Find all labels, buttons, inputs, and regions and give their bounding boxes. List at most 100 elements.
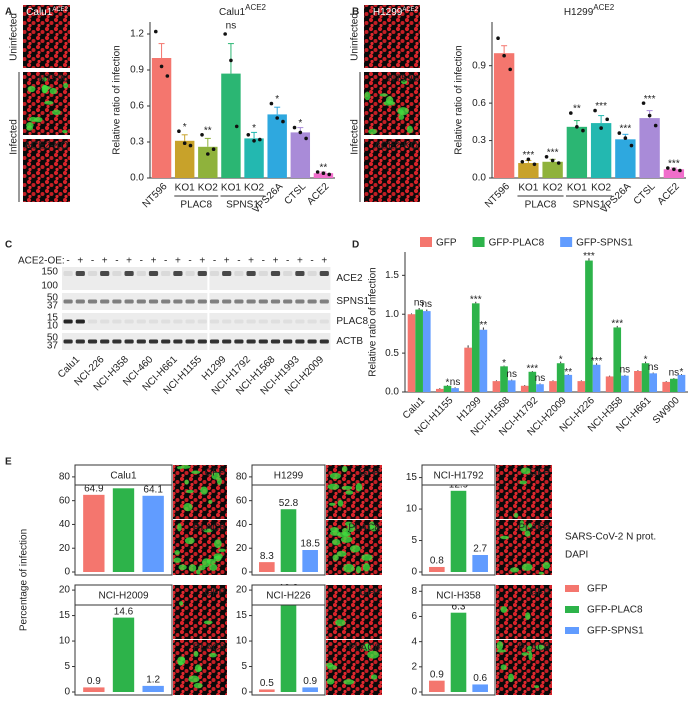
band [136,271,146,276]
y-axis-label: Relative ratio of infection [454,45,465,155]
infected-cell [63,82,69,89]
image-label: GFP [529,588,550,599]
value-label: 2.7 [473,544,487,555]
image-label: PLAC8 [518,523,550,534]
sign: + [77,256,83,267]
value-label: 0.9 [303,676,317,687]
y-tick-label: 60 [59,495,71,506]
significance: * [183,122,187,133]
band [185,319,195,324]
data-point [159,64,164,69]
stain-label: DAPI [565,550,588,561]
band [234,339,244,344]
band [283,271,293,276]
x-tick-label: KO2 [591,183,611,194]
infected-cell [406,125,413,134]
protein-label: SPNS1 [336,296,369,307]
data-point [496,36,500,41]
image-label: GFP [529,468,550,479]
band [283,299,293,304]
band [209,299,220,304]
significance: * [502,358,506,369]
blot-header: ACE2-OE: [18,256,65,267]
band [148,299,159,304]
bar [415,309,423,392]
x-tick-label: KO2 [543,183,563,194]
bar [677,374,686,392]
bar [302,687,318,692]
data-point [188,143,193,148]
data-point [520,159,525,164]
condition-label: Uninfected [9,13,20,61]
bar [450,490,467,572]
data-point [508,67,512,72]
band [75,339,85,344]
infected-cell [520,467,532,475]
y-tick-label: 5 [411,535,417,546]
infected-cell [51,109,61,116]
chart-title: NCI-H358 [436,591,481,602]
legend-label: GFP-PLAC8 [587,605,643,616]
infected-cell [198,565,206,571]
data-point [653,123,658,128]
bar [464,347,472,392]
sign: - [164,256,167,267]
band [136,299,146,304]
infected-cell [534,685,540,689]
bar [493,53,515,179]
y-tick-label: 5 [64,661,70,672]
bar [641,363,650,392]
y-tick-label: 10 [406,504,418,515]
sign: - [140,256,143,267]
data-point [211,147,216,151]
bar [613,327,622,392]
legend-swatch [420,237,432,247]
value-label: 14.6 [114,606,134,617]
band [246,339,256,344]
image-label: ACE2-KO [374,141,418,152]
infected-cell [355,565,362,574]
infected-cell [508,673,514,683]
image-label: H1299ACE2 [373,7,419,18]
bar [472,555,488,572]
infected-cell [188,675,200,683]
infected-cell [174,550,180,555]
infected-cell [188,564,197,572]
band [63,339,73,344]
band [185,271,195,276]
image-label: NT596 [388,74,418,85]
band [197,339,207,344]
title-text: H1299 [564,7,594,18]
band [319,339,329,344]
bar [472,684,488,692]
stain-label: SARS-CoV-2 N prot. [565,532,656,543]
band [283,339,293,344]
data-point [269,101,274,106]
sign: + [297,256,303,267]
infected-cell [327,664,338,670]
band [209,319,220,324]
y-tick-label: 15 [59,610,71,621]
infected-cell [216,477,222,485]
y-tick-label: 0.6 [130,101,144,112]
band [222,271,232,276]
significance: *** [470,294,482,305]
band [148,271,159,276]
micrograph [496,465,552,519]
title-text: Calu1 [219,7,246,18]
data-point [605,117,609,122]
data-point [526,157,531,162]
band [63,271,73,276]
y-tick-label: 80 [59,472,71,483]
infected-cell [332,554,339,561]
y-tick-label: 0.9 [130,65,144,76]
y-tick-label: 6 [411,611,417,622]
image-label: GFP [359,588,380,599]
data-point [641,101,646,105]
infected-cell [194,664,202,673]
infected-cell [42,84,49,94]
bar [528,371,537,392]
value-label: 0.8 [430,556,444,567]
significance: ns [648,362,659,373]
band [295,271,305,276]
